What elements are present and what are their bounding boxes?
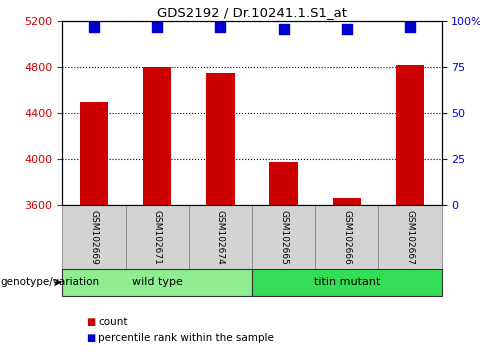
Bar xyxy=(333,198,361,205)
Bar xyxy=(80,102,108,205)
Text: wild type: wild type xyxy=(132,277,182,287)
Point xyxy=(280,26,288,32)
Bar xyxy=(378,205,442,269)
Text: ■: ■ xyxy=(86,317,96,327)
Bar xyxy=(62,205,126,269)
Bar xyxy=(206,73,235,205)
Bar xyxy=(126,205,189,269)
Text: GSM102671: GSM102671 xyxy=(153,210,162,265)
Point xyxy=(216,24,224,30)
Bar xyxy=(396,65,424,205)
Bar xyxy=(62,269,252,296)
Text: count: count xyxy=(98,317,128,327)
Bar xyxy=(189,205,252,269)
Point xyxy=(153,24,161,30)
Text: percentile rank within the sample: percentile rank within the sample xyxy=(98,333,274,343)
Point xyxy=(90,24,98,30)
Title: GDS2192 / Dr.10241.1.S1_at: GDS2192 / Dr.10241.1.S1_at xyxy=(157,6,347,19)
Text: genotype/variation: genotype/variation xyxy=(0,277,99,287)
Bar xyxy=(252,269,442,296)
Text: GSM102674: GSM102674 xyxy=(216,210,225,264)
Text: titin mutant: titin mutant xyxy=(313,277,380,287)
Point xyxy=(406,24,414,30)
Point xyxy=(343,26,350,32)
Text: GSM102669: GSM102669 xyxy=(89,210,98,265)
Bar xyxy=(315,205,378,269)
Text: ■: ■ xyxy=(86,333,96,343)
Text: GSM102665: GSM102665 xyxy=(279,210,288,265)
Bar xyxy=(143,67,171,205)
Text: GSM102667: GSM102667 xyxy=(406,210,415,265)
Text: GSM102666: GSM102666 xyxy=(342,210,351,265)
Bar xyxy=(252,205,315,269)
Bar xyxy=(269,161,298,205)
